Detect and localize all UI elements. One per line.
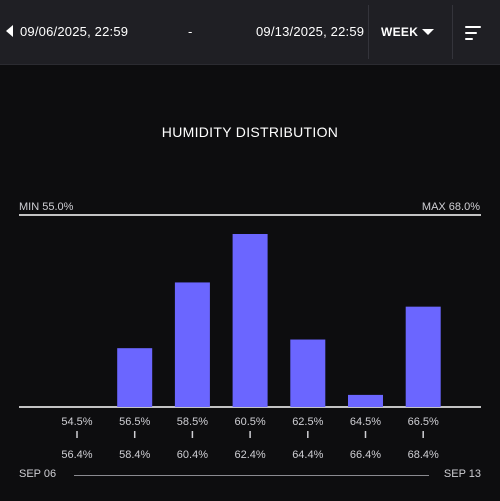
period-dropdown[interactable]: WEEK — [369, 5, 452, 59]
footer-end-date: SEP 13 — [443, 468, 481, 480]
bin-low-label: 64.5% — [350, 416, 381, 428]
bin-low-label: 62.5% — [292, 416, 323, 428]
bin-high-label: 62.4% — [234, 449, 265, 461]
bin-high-label: 64.4% — [292, 449, 323, 461]
caret-down-icon — [422, 29, 434, 35]
start-date[interactable]: 09/06/2025, 22:59 — [20, 24, 129, 39]
sort-menu-button[interactable] — [453, 5, 500, 59]
divider — [452, 5, 453, 59]
bin-low-label: 54.5% — [61, 416, 92, 428]
bin-high-label: 56.4% — [61, 449, 92, 461]
bin-low-label: 56.5% — [119, 416, 150, 428]
footer-start-date: SEP 06 — [19, 468, 57, 480]
bin-low-label: 66.5% — [408, 416, 439, 428]
min-label: MIN 55.0% — [19, 201, 74, 213]
bin-low-label: 60.5% — [234, 416, 265, 428]
bin-high-label: 58.4% — [119, 449, 150, 461]
bin-high-label: 68.4% — [408, 449, 439, 461]
sort-lines-icon — [465, 38, 473, 40]
bin-high-label: 66.4% — [350, 449, 381, 461]
chart-title: HUMIDITY DISTRIBUTION — [161, 124, 339, 140]
caret-left-icon[interactable] — [6, 25, 13, 37]
max-label: MAX 68.0% — [421, 201, 480, 213]
sort-lines-icon — [465, 32, 477, 34]
bin-low-label: 58.5% — [177, 416, 208, 428]
end-date[interactable]: 09/13/2025, 22:59 — [256, 24, 365, 39]
top-bar: 09/06/2025, 22:59 - 09/13/2025, 22:59 WE… — [0, 0, 500, 65]
divider — [368, 5, 369, 59]
sort-lines-icon — [465, 26, 481, 28]
histogram-bar — [174, 282, 210, 407]
date-separator: - — [188, 24, 193, 39]
bin-high-label: 60.4% — [177, 449, 208, 461]
histogram-bar — [290, 339, 326, 407]
histogram-bar — [405, 306, 441, 407]
histogram-bar — [232, 234, 268, 407]
histogram-bar — [348, 394, 383, 407]
histogram-bar — [117, 348, 153, 407]
timeline-line — [74, 475, 429, 476]
period-label: WEEK — [381, 25, 419, 39]
